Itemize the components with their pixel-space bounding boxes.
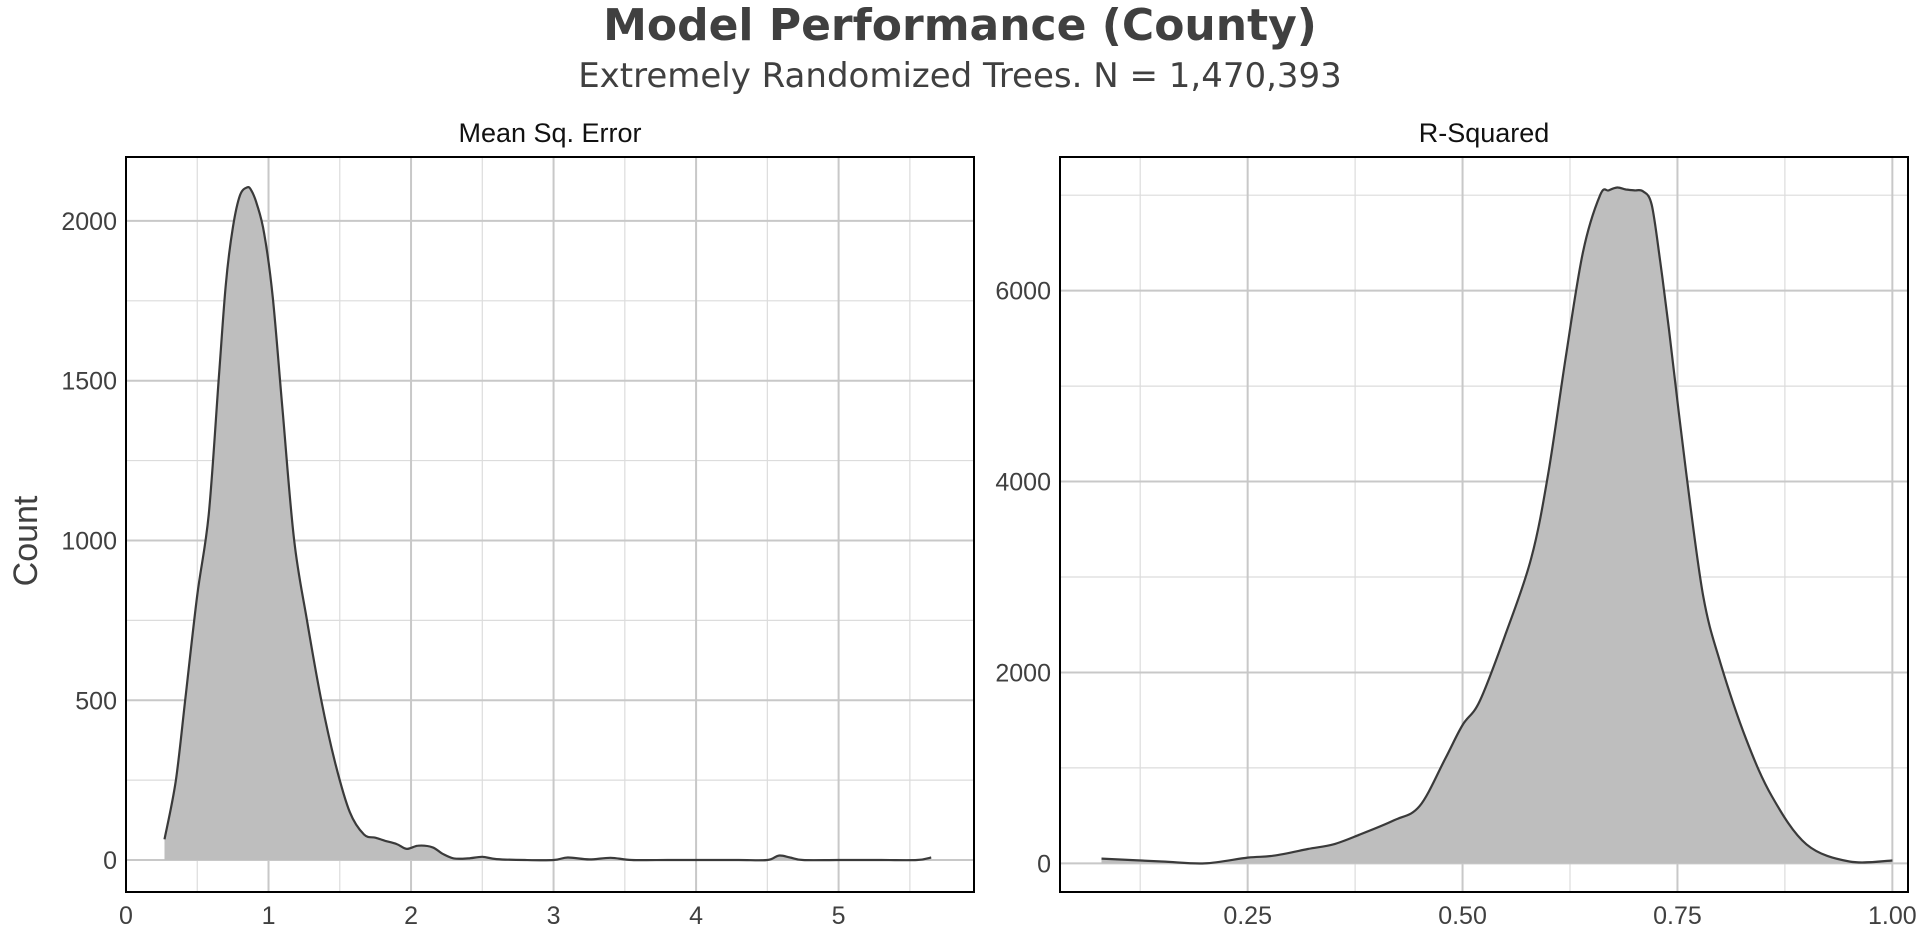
y-tick-label: 4000	[995, 469, 1051, 497]
y-tick-label: 1000	[61, 527, 117, 555]
x-tick-label: 1.00	[1868, 902, 1917, 930]
x-tick-label: 3	[547, 902, 561, 930]
panel-rsquared: R-Squared 0.25 0.50 0.75 1.00 0 2000 4000 6000	[995, 118, 1916, 930]
y-axis-label: Count	[7, 495, 45, 586]
x-tick-label: 0.75	[1653, 902, 1702, 930]
y-tick-label: 2000	[61, 208, 117, 236]
x-tick-label: 0.25	[1223, 902, 1272, 930]
density-area	[164, 187, 932, 861]
y-tick-label: 6000	[995, 278, 1051, 306]
chart-subtitle: Extremely Randomized Trees. N = 1,470,39…	[578, 56, 1342, 96]
density-line	[1101, 186, 1893, 865]
x-tick-label: 4	[689, 902, 703, 930]
panel-border	[1059, 156, 1909, 893]
x-tick-label: 0	[119, 902, 133, 930]
x-tick-label: 2	[404, 902, 418, 930]
y-tick-label: 0	[1037, 850, 1051, 878]
y-tick-label: 1500	[61, 368, 117, 396]
panel-mse: Mean Sq. Error 0 1 2 3 4 5 0 500 1000 1500 2000	[61, 118, 975, 930]
x-tick-label: 5	[832, 902, 846, 930]
y-tick-label: 500	[75, 687, 117, 715]
density-line	[163, 186, 932, 862]
x-tick-label: 0.50	[1438, 902, 1487, 930]
chart-title: Model Performance (County)	[603, 0, 1317, 51]
panel-title: Mean Sq. Error	[458, 118, 641, 148]
panel-border	[125, 156, 975, 893]
x-tick-label: 1	[262, 902, 276, 930]
density-area	[1101, 187, 1893, 864]
panel-title: R-Squared	[1419, 118, 1550, 148]
y-tick-label: 2000	[995, 659, 1051, 687]
y-tick-label: 0	[103, 847, 117, 875]
